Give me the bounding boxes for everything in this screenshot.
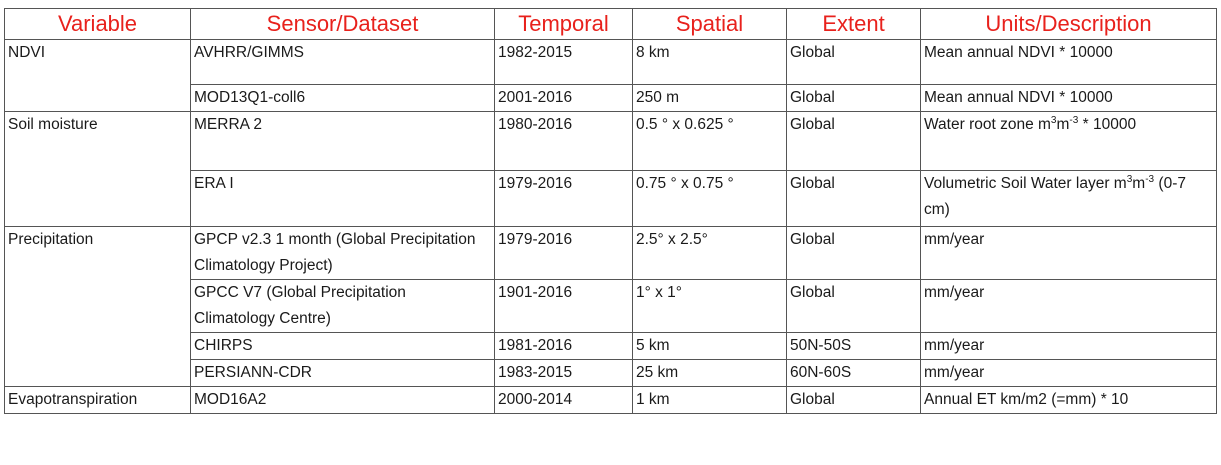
spatial-cell: 1° x 1° bbox=[632, 279, 787, 333]
spatial-cell: 0.75 ° x 0.75 ° bbox=[632, 170, 787, 227]
table-row: Soil moisture MERRA 2 1980-2016 0.5 ° x … bbox=[4, 111, 1217, 227]
units-text: m bbox=[1056, 116, 1070, 133]
sensor-cell: CHIRPS bbox=[190, 332, 495, 360]
header-sensor: Sensor/Dataset bbox=[190, 8, 495, 40]
variable-cell: NDVI bbox=[4, 39, 191, 112]
header-units: Units/Description bbox=[920, 8, 1217, 40]
table-row: ERA I 1979-2016 0.75 ° x 0.75 ° Global V… bbox=[5, 170, 1217, 227]
units-text: m bbox=[1132, 175, 1146, 192]
units-text: * 10000 bbox=[1078, 116, 1137, 133]
sensor-cell: PERSIANN-CDR bbox=[190, 359, 495, 387]
units-cell: Water root zone m3m-3 * 10000 bbox=[920, 111, 1217, 171]
units-cell: Mean annual NDVI * 10000 bbox=[920, 39, 1217, 85]
extent-cell: Global bbox=[786, 111, 921, 171]
spatial-cell: 1 km bbox=[632, 386, 787, 414]
units-superscript: 3 bbox=[1126, 173, 1133, 185]
sensor-cell: GPCC V7 (Global Precipitation Climatolog… bbox=[190, 279, 495, 333]
sensor-cell: GPCP v2.3 1 month (Global Precipitation … bbox=[190, 226, 495, 280]
sensor-cell: MERRA 2 bbox=[190, 111, 495, 171]
extent-cell: Global bbox=[786, 39, 921, 85]
units-superscript: 3 bbox=[1050, 114, 1057, 126]
units-superscript: -3 bbox=[1145, 173, 1155, 185]
table-row: Evapotranspiration MOD16A2 2000-2014 1 k… bbox=[4, 386, 1217, 414]
spatial-cell: 250 m bbox=[632, 84, 787, 112]
header-temporal: Temporal bbox=[494, 8, 633, 40]
units-cell: mm/year bbox=[920, 332, 1217, 360]
temporal-cell: 2000-2014 bbox=[494, 386, 633, 414]
units-cell: mm/year bbox=[920, 279, 1217, 333]
spatial-cell: 0.5 ° x 0.625 ° bbox=[632, 111, 787, 171]
variable-cell: Evapotranspiration bbox=[4, 386, 191, 414]
units-cell: Volumetric Soil Water layer m3m-3 (0-7 c… bbox=[920, 170, 1217, 227]
sensor-cell: ERA I bbox=[190, 170, 495, 227]
units-text: Volumetric Soil Water layer m bbox=[924, 175, 1127, 192]
header-variable: Variable bbox=[4, 8, 191, 40]
extent-cell: 50N-50S bbox=[786, 332, 921, 360]
temporal-cell: 1982-2015 bbox=[494, 39, 633, 85]
units-text: (0-7 cm) bbox=[924, 175, 1186, 218]
variable-cell: Soil moisture bbox=[4, 111, 191, 227]
sensor-cell: MOD13Q1-coll6 bbox=[190, 84, 495, 112]
temporal-cell: 2001-2016 bbox=[494, 84, 633, 112]
table-row: NDVI AVHRR/GIMMS 1982-2015 8 km Global M… bbox=[4, 39, 1217, 112]
temporal-cell: 1980-2016 bbox=[494, 111, 633, 171]
extent-cell: Global bbox=[786, 226, 921, 280]
header-extent: Extent bbox=[786, 8, 921, 40]
units-cell: mm/year bbox=[920, 359, 1217, 387]
units-cell: mm/year bbox=[920, 226, 1217, 280]
datasets-table: Variable Sensor/Dataset Temporal Spatial… bbox=[4, 8, 1217, 414]
spatial-cell: 8 km bbox=[632, 39, 787, 85]
variable-cell: Precipitation bbox=[4, 226, 191, 387]
spatial-cell: 25 km bbox=[632, 359, 787, 387]
table-row: MOD13Q1-coll6 2001-2016 250 m Global Mea… bbox=[5, 84, 1217, 112]
units-cell: Annual ET km/m2 (=mm) * 10 bbox=[920, 386, 1217, 414]
spatial-cell: 5 km bbox=[632, 332, 787, 360]
temporal-cell: 1901-2016 bbox=[494, 279, 633, 333]
header-spatial: Spatial bbox=[632, 8, 787, 40]
sensor-cell: AVHRR/GIMMS bbox=[190, 39, 495, 85]
extent-cell: Global bbox=[786, 170, 921, 227]
extent-cell: Global bbox=[786, 84, 921, 112]
sensor-cell: MOD16A2 bbox=[190, 386, 495, 414]
units-superscript: -3 bbox=[1069, 114, 1079, 126]
table-row: Precipitation GPCP v2.3 1 month (Global … bbox=[4, 226, 1217, 387]
units-text: Water root zone m bbox=[924, 116, 1051, 133]
units-cell: Mean annual NDVI * 10000 bbox=[920, 84, 1217, 112]
spatial-cell: 2.5° x 2.5° bbox=[632, 226, 787, 280]
temporal-cell: 1979-2016 bbox=[494, 226, 633, 280]
temporal-cell: 1979-2016 bbox=[494, 170, 633, 227]
extent-cell: Global bbox=[786, 279, 921, 333]
table-row: PERSIANN-CDR 1983-2015 25 km 60N-60S mm/… bbox=[5, 359, 1217, 387]
header-row: Variable Sensor/Dataset Temporal Spatial… bbox=[4, 8, 1217, 40]
extent-cell: 60N-60S bbox=[786, 359, 921, 387]
temporal-cell: 1981-2016 bbox=[494, 332, 633, 360]
extent-cell: Global bbox=[786, 386, 921, 414]
temporal-cell: 1983-2015 bbox=[494, 359, 633, 387]
